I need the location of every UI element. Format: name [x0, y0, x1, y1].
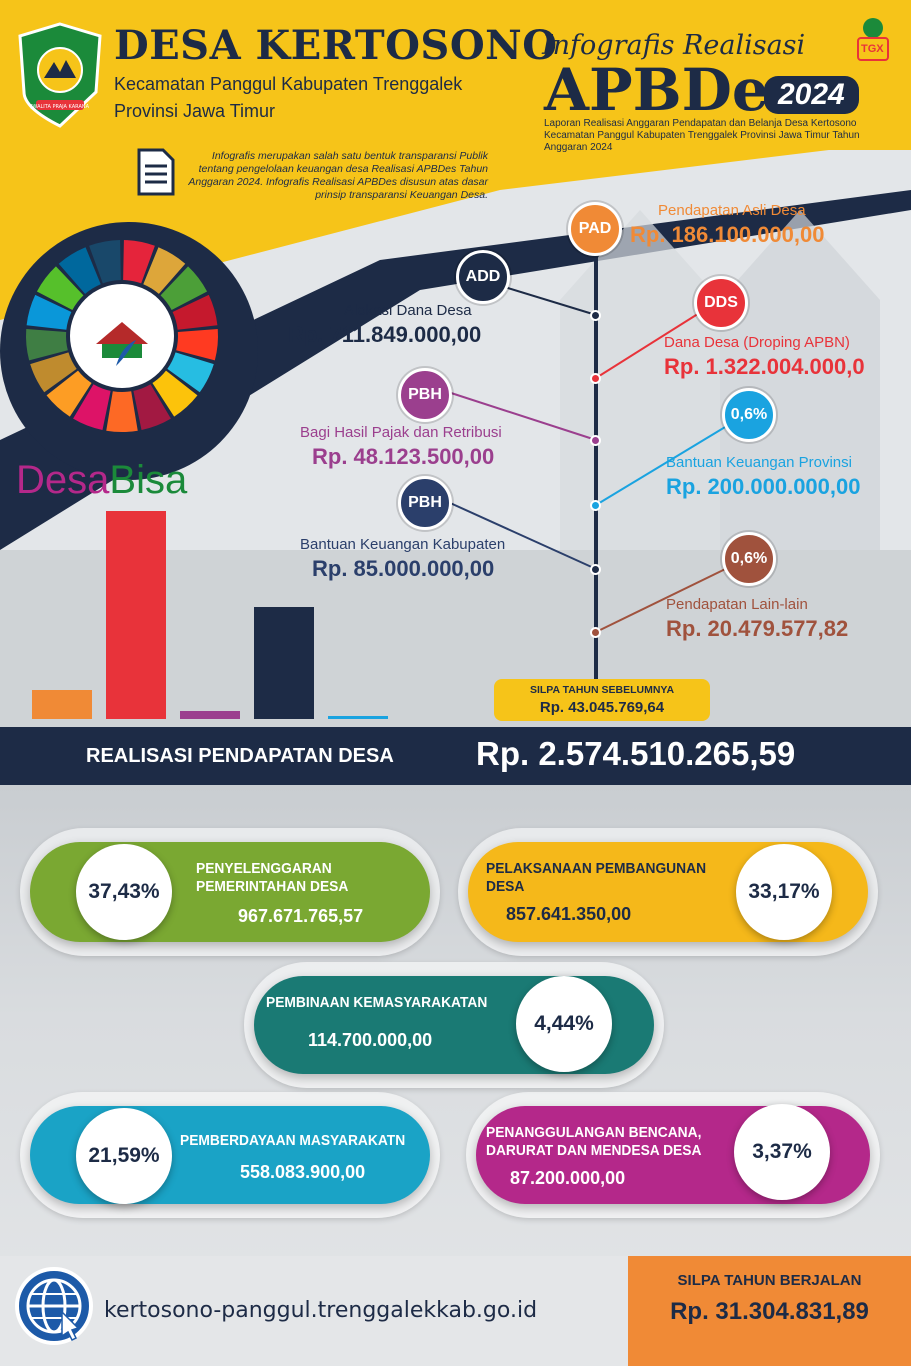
pembinaan-title-1: PEMBINAAN KEMASYARAKATAN: [266, 994, 488, 1011]
income-bar-4: [254, 607, 314, 719]
timeline-dot-add: [590, 310, 601, 321]
emblem-motto-text: JWALITA PRAJA KARANA: [30, 104, 90, 110]
pembinaan-percentage: 4,44%: [516, 976, 612, 1072]
timeline-line: [594, 240, 598, 690]
sdg-segment: [143, 247, 186, 294]
subtitle-kecamatan: Kecamatan Panggul Kabupaten Trenggalek: [114, 74, 463, 94]
apbdes-title: APBDes: [544, 56, 802, 124]
pemberdayaan-value: 558.083.900,00: [240, 1162, 366, 1182]
prov-badge: 0,6%: [722, 388, 776, 442]
pembinaan-value: 114.700.000,00: [308, 1030, 433, 1050]
realisasi-band: REALISASI PENDAPATAN DESA Rp. 2.574.510.…: [0, 727, 911, 785]
pembangunan-value: 857.641.350,00: [506, 904, 632, 924]
pbh2-value: Rp. 85.000.000,00: [312, 556, 495, 581]
timeline-dot-prov: [590, 500, 601, 511]
silpa-current-box: SILPA TAHUN BERJALAN Rp. 31.304.831,89: [628, 1256, 911, 1366]
lain-value: Rp. 20.479.577,82: [666, 616, 849, 641]
silpa-prev-value: Rp. 43.045.769,64: [539, 699, 665, 716]
bencana-title-2: DARURAT DAN MENDESA DESA: [486, 1142, 702, 1159]
sdg-wheel-icon: [25, 240, 218, 432]
pembangunan-title-1: PELAKSANAAN PEMBANGUNAN: [486, 860, 707, 877]
income-bar-chart: [20, 505, 400, 719]
timeline-dot-pbh1: [590, 435, 601, 446]
desa-text: Desa: [16, 458, 110, 502]
sdg-segment: [176, 329, 218, 361]
sdg-segment: [26, 294, 72, 330]
globe-icon: [15, 1267, 93, 1345]
pemerintahan-title-1: PENYELENGGARAN: [196, 860, 332, 877]
pbh1-value: Rp. 48.123.500,00: [312, 444, 495, 469]
bencana-title-1: PENANGGULANGAN BENCANA,: [486, 1124, 702, 1141]
bencana-value: 87.200.000,00: [510, 1168, 626, 1188]
add-value: Rp. 711.849.000,00: [288, 322, 482, 347]
pbh2-badge: PBH: [398, 476, 452, 530]
sdg-segment: [36, 266, 84, 311]
bisa-text: Bisa: [109, 458, 188, 502]
add-label: Alokasi Dana Desa: [344, 302, 472, 319]
sdg-segment: [133, 384, 171, 430]
sdg-segment: [46, 370, 92, 417]
pad-label: Pendapatan Asli Desa: [658, 202, 806, 219]
bencana-percentage: 3,37%: [734, 1104, 830, 1200]
sdg-segment: [25, 329, 68, 361]
infographic-script-title: Infografis Realisasi: [542, 30, 806, 61]
lain-label: Pendapatan Lain-lain: [666, 596, 808, 613]
realisasi-label: REALISASI PENDAPATAN DESA: [86, 745, 394, 767]
transparency-note: Infografis merupakan salah satu bentuk t…: [188, 150, 488, 201]
timeline-dot-dds: [590, 373, 601, 384]
pemberdayaan-title-1: PEMBERDAYAAN MASYARAKATN: [180, 1132, 406, 1149]
kabupaten-emblem-icon: JWALITA PRAJA KARANA: [18, 22, 102, 128]
pbh2-label: Bantuan Keuangan Kabupaten: [300, 536, 506, 553]
sdg-segment: [167, 352, 214, 393]
website-link[interactable]: kertosono-panggul.trenggalekkab.go.id: [104, 1298, 538, 1323]
dds-badge: DDS: [694, 276, 748, 330]
dds-value: Rp. 1.322.004.000,0: [664, 354, 865, 379]
pemberdayaan-percentage: 21,59%: [76, 1108, 172, 1204]
pemerintahan-title-2: PEMERINTAHAN DESA: [196, 878, 349, 895]
lain-badge: 0,6%: [722, 532, 776, 586]
document-icon: [137, 148, 175, 196]
silpa-current-label: SILPA TAHUN BERJALAN: [677, 1272, 862, 1289]
realisasi-value: Rp. 2.574.510.265,59: [476, 735, 796, 772]
pembangunan-title-2: DESA: [486, 878, 525, 895]
silpa-prev-box: SILPA TAHUN SEBELUMNYA Rp. 43.045.769,64: [494, 679, 710, 721]
sdg-segment: [123, 240, 155, 284]
income-bar-2: [106, 511, 166, 719]
year-badge: 2024: [764, 76, 859, 114]
silpa-current-value: Rp. 31.304.831,89: [670, 1298, 869, 1325]
tgx-logo-text: TGX: [861, 43, 884, 55]
sdg-segment: [160, 266, 208, 311]
income-bar-5: [328, 716, 388, 719]
dds-label: Dana Desa (Droping APBN): [664, 334, 850, 351]
timeline-dot-pbh2: [590, 564, 601, 575]
silpa-prev-label: SILPA TAHUN SEBELUMNYA: [529, 684, 675, 696]
tgx-logo-icon: [857, 18, 889, 61]
income-bar-3: [180, 711, 240, 719]
page-title: DESA KERTOSONO: [114, 22, 558, 69]
pemerintahan-percentage: 37,43%: [76, 844, 172, 940]
income-bar-1: [32, 690, 92, 719]
desa-bisa-logo: DesaBisa: [16, 458, 187, 503]
pemerintahan-value: 967.671.765,57: [238, 906, 364, 926]
pad-badge: PAD: [568, 202, 622, 256]
timeline-dot-lain: [590, 627, 601, 638]
subtitle-provinsi: Provinsi Jawa Timur: [114, 101, 276, 121]
sdg-segment: [172, 294, 218, 330]
pembangunan-percentage: 33,17%: [736, 844, 832, 940]
prov-label: Bantuan Keuangan Provinsi: [666, 454, 852, 471]
pbh1-badge: PBH: [398, 368, 452, 422]
tgx-logo: TGX: [854, 14, 892, 64]
add-badge: ADD: [456, 250, 510, 304]
pbh1-label: Bagi Hasil Pajak dan Retribusi: [300, 424, 502, 441]
sdg-segment: [152, 370, 198, 417]
pad-value: Rp. 186.100.000,00: [630, 222, 825, 247]
sdg-segment: [73, 384, 111, 430]
sdg-segment: [30, 352, 77, 393]
sdg-segment: [58, 247, 101, 294]
prov-value: Rp. 200.000.000,00: [666, 474, 861, 499]
report-note: Laporan Realisasi Anggaran Pendapatan da…: [544, 118, 860, 153]
sdg-segment: [106, 391, 138, 432]
sdg-segment: [89, 240, 121, 284]
